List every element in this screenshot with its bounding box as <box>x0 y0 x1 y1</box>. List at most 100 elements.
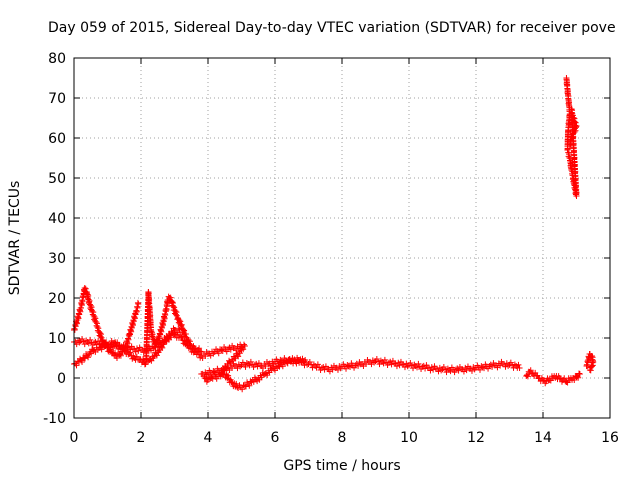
data-point <box>187 341 194 348</box>
data-point <box>401 364 408 371</box>
axis-ticks <box>73 57 611 419</box>
data-point <box>114 339 121 346</box>
data-point <box>428 364 435 371</box>
data-point <box>471 366 478 373</box>
chart-title: Day 059 of 2015, Sidereal Day-to-day VTE… <box>48 20 616 36</box>
x-tick-label: 2 <box>137 430 146 446</box>
data-point <box>255 360 262 367</box>
data-point <box>289 355 296 362</box>
data-point <box>415 360 422 367</box>
data-point <box>211 369 218 375</box>
data-point <box>81 285 88 291</box>
data-point <box>128 343 135 350</box>
x-tick-label: 8 <box>338 430 347 446</box>
data-point <box>76 339 83 346</box>
data-point <box>431 363 438 370</box>
data-point <box>175 325 182 332</box>
data-point <box>228 379 235 385</box>
data-point <box>427 367 434 374</box>
data-point <box>92 338 99 345</box>
data-point <box>235 353 242 360</box>
data-point <box>337 365 344 372</box>
data-point <box>135 301 142 307</box>
data-point <box>211 349 218 355</box>
data-point <box>479 364 486 371</box>
data-point <box>79 335 86 342</box>
x-tick-label: 12 <box>467 430 485 446</box>
data-point <box>387 358 394 365</box>
data-point <box>159 344 166 351</box>
data-point <box>571 125 578 132</box>
data-point <box>203 371 210 378</box>
data-point <box>447 368 454 375</box>
data-point <box>505 362 512 369</box>
series-sat-j <box>563 75 580 199</box>
data-point <box>164 334 171 341</box>
data-point <box>423 362 430 369</box>
data-point <box>393 363 400 370</box>
data-point <box>400 361 407 368</box>
y-tick-label: 40 <box>48 211 66 227</box>
data-point <box>524 372 531 378</box>
data-point <box>546 377 553 383</box>
data-point <box>395 359 402 366</box>
data-point <box>392 360 399 367</box>
data-point <box>571 377 578 383</box>
data-point <box>440 363 447 370</box>
data-point <box>242 363 249 370</box>
data-point <box>125 344 132 351</box>
data-point <box>351 364 358 371</box>
data-point <box>225 345 232 352</box>
data-point <box>388 361 395 368</box>
data-point <box>222 364 229 371</box>
x-tick-label: 0 <box>70 430 79 446</box>
grid-lines <box>74 58 610 418</box>
data-point <box>198 349 205 355</box>
data-point <box>241 343 248 349</box>
data-point <box>106 341 113 347</box>
data-point <box>586 367 593 373</box>
y-tick-label: 80 <box>48 51 66 67</box>
data-point <box>516 365 523 371</box>
data-point <box>320 364 327 371</box>
data-point <box>570 126 577 133</box>
y-tick-label: 0 <box>57 371 66 387</box>
data-point <box>209 371 216 378</box>
data-point <box>121 347 128 353</box>
series-sat-h <box>523 367 583 387</box>
data-point <box>127 349 134 356</box>
data-point <box>215 350 222 357</box>
data-point <box>115 342 122 349</box>
data-point <box>79 359 86 365</box>
data-point <box>566 143 573 149</box>
data-point <box>241 341 248 348</box>
data-point <box>576 371 583 377</box>
data-point <box>133 353 140 360</box>
data-point <box>85 340 92 347</box>
data-point <box>213 375 220 382</box>
data-point <box>430 366 437 373</box>
y-tick-label: 50 <box>48 171 66 187</box>
data-point <box>486 363 493 369</box>
data-point <box>293 360 300 367</box>
data-point <box>117 352 124 359</box>
data-point <box>515 361 522 368</box>
data-point <box>208 375 215 381</box>
data-point <box>371 359 378 366</box>
data-point <box>381 356 388 363</box>
data-point <box>246 382 253 389</box>
data-point <box>186 338 193 345</box>
data-point <box>247 358 254 365</box>
data-point <box>435 368 442 375</box>
x-axis-label: GPS time / hours <box>283 458 400 474</box>
data-point <box>294 357 301 364</box>
data-point <box>182 331 189 337</box>
data-point <box>223 348 230 355</box>
data-point <box>165 335 172 342</box>
x-tick-labels: 0 2 4 6 8 10 12 14 16 <box>70 430 619 446</box>
data-point <box>218 347 225 353</box>
data-point <box>411 361 418 368</box>
series-sat-f <box>198 355 523 380</box>
data-point <box>507 359 514 366</box>
